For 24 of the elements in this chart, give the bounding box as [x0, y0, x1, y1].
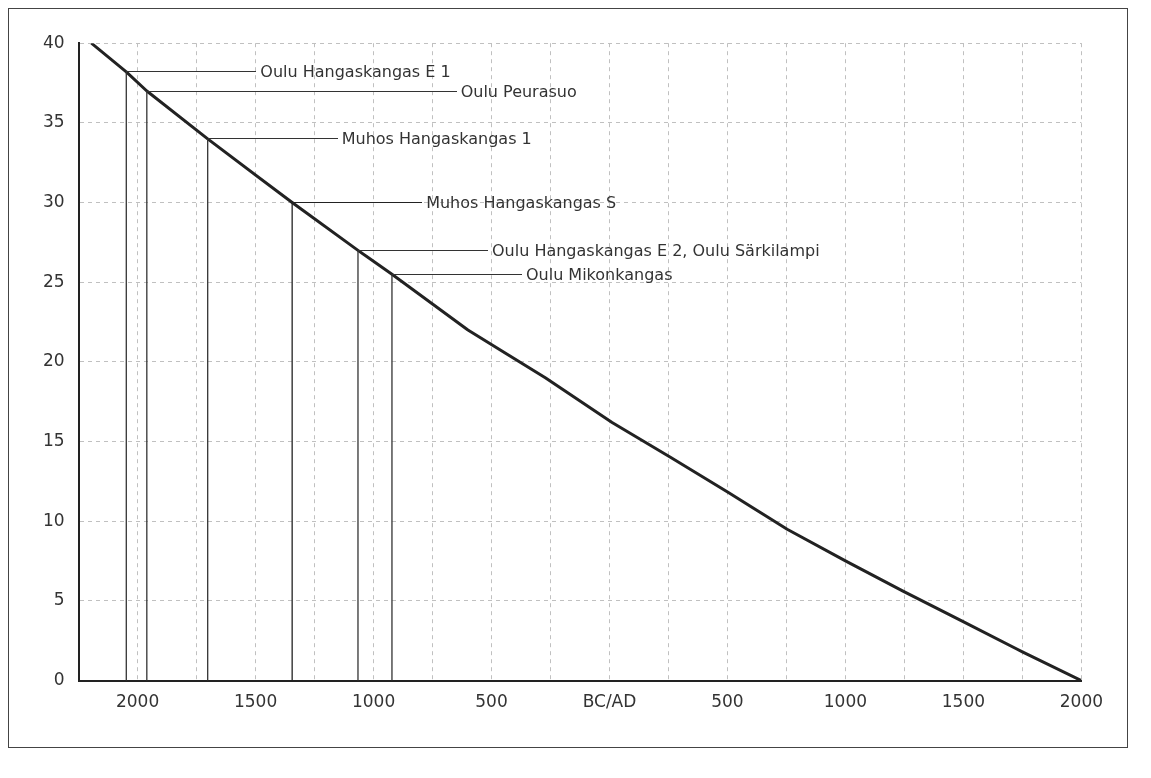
x-tick-label: 2000: [115, 691, 160, 712]
x-tick-label: 1500: [233, 691, 278, 712]
y-tick-label: 25: [42, 270, 65, 291]
x-tick-label: 1500: [941, 691, 986, 712]
x-tick-label: 1000: [823, 691, 868, 712]
y-tick-label: 0: [53, 669, 65, 690]
x-tick-label: 1000: [351, 691, 396, 712]
ref-line-label: Oulu Hangaskangas E 1: [260, 62, 451, 82]
y-tick-label: 20: [42, 350, 65, 371]
y-tick-label: 5: [53, 589, 65, 610]
ref-line-label: Oulu Hangaskangas E 2, Oulu Särkilampi: [491, 240, 820, 260]
x-tick-label: 2000: [1059, 691, 1103, 712]
y-tick-label: 15: [42, 430, 65, 450]
y-tick-label: 30: [42, 190, 65, 211]
y-tick-label: 35: [42, 111, 65, 132]
ref-line-label: Muhos Hangaskangas 1: [341, 129, 532, 149]
x-tick-label: BC/AD: [582, 691, 637, 712]
y-tick-label: 40: [42, 31, 65, 52]
y-tick-label: 10: [42, 509, 65, 530]
ref-line-label: Oulu Mikonkangas: [525, 264, 673, 284]
ref-line-label: Oulu Peurasuo: [460, 81, 577, 101]
ref-line-label: Muhos Hangaskangas S: [426, 193, 617, 213]
x-tick-label: 500: [475, 691, 508, 712]
x-tick-label: 500: [711, 691, 744, 712]
